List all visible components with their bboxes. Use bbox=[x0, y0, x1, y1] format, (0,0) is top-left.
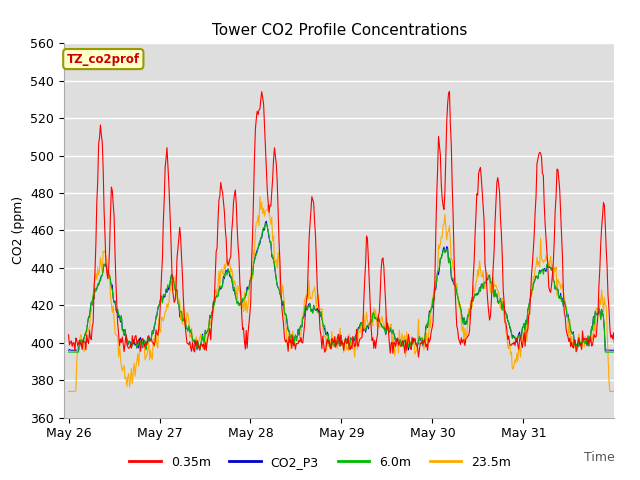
Text: Time: Time bbox=[584, 451, 614, 464]
Text: TZ_co2prof: TZ_co2prof bbox=[67, 53, 140, 66]
Title: Tower CO2 Profile Concentrations: Tower CO2 Profile Concentrations bbox=[211, 23, 467, 38]
Legend: 0.35m, CO2_P3, 6.0m, 23.5m: 0.35m, CO2_P3, 6.0m, 23.5m bbox=[124, 451, 516, 474]
Y-axis label: CO2 (ppm): CO2 (ppm) bbox=[12, 196, 25, 264]
